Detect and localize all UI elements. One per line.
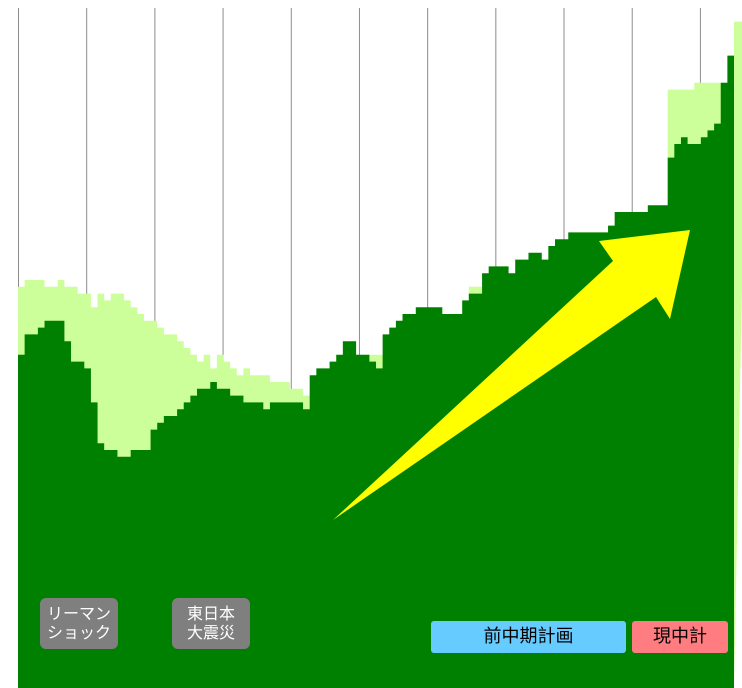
lower-series-area [18, 55, 734, 688]
earthquake-line1: 東日本 [186, 604, 235, 623]
series-areas [18, 21, 742, 688]
upward-trend-arrow [333, 230, 690, 520]
earthquake-line2: 大震災 [186, 623, 235, 642]
great-east-japan-earthquake-label: 東日本 大震災 [172, 598, 250, 649]
current-midterm-plan-label: 現中計 [632, 621, 728, 653]
lehman-shock-line2: ショック [46, 623, 111, 642]
lehman-shock-line1: リーマン [46, 604, 111, 623]
previous-midterm-plan-label: 前中期計画 [431, 621, 626, 653]
lehman-shock-label: リーマン ショック [40, 598, 118, 649]
